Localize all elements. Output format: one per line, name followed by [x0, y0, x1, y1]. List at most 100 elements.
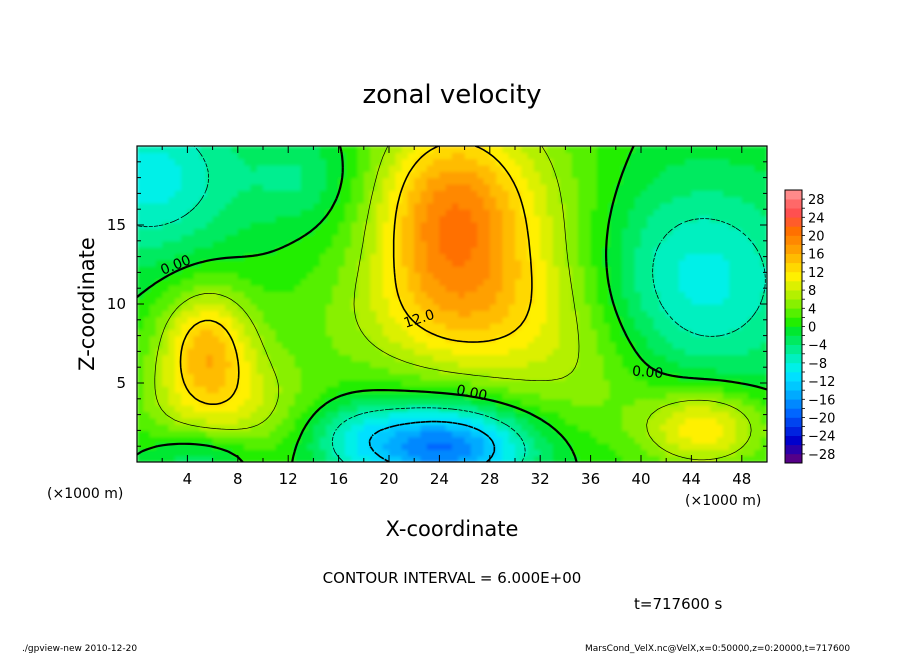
field-cell: [477, 221, 485, 229]
field-cell: [489, 405, 497, 413]
field-cell: [685, 266, 692, 273]
field-cell: [590, 354, 598, 362]
field-cell: [540, 424, 548, 431]
field-cell: [439, 190, 447, 198]
field-cell: [596, 348, 604, 356]
field-cell: [748, 171, 755, 179]
field-cell: [540, 430, 548, 438]
field-cell: [263, 259, 270, 267]
field-cell: [307, 354, 314, 362]
field-cell: [155, 310, 163, 318]
field-cell: [300, 329, 308, 337]
field-cell: [225, 443, 233, 450]
field-cell: [319, 329, 327, 337]
field-cell: [489, 221, 497, 229]
field-cell: [559, 417, 566, 425]
field-cell: [508, 348, 516, 356]
field-cell: [666, 398, 674, 406]
field-cell: [155, 354, 163, 362]
field-cell: [458, 449, 466, 457]
field-cell: [716, 304, 724, 311]
field-cell: [496, 209, 503, 217]
field-cell: [628, 348, 636, 356]
field-cell: [401, 329, 409, 337]
field-cell: [319, 285, 327, 292]
field-cell: [754, 455, 762, 462]
field-cell: [622, 348, 629, 356]
field-cell: [439, 354, 447, 362]
field-cell: [508, 196, 516, 204]
field-cell: [760, 417, 767, 425]
field-cell: [596, 430, 604, 438]
field-cell: [420, 253, 428, 261]
field-cell: [244, 164, 251, 172]
field-cell: [200, 430, 207, 438]
field-cell: [672, 152, 680, 160]
field-cell: [382, 379, 390, 387]
field-cell: [407, 443, 415, 450]
field-cell: [559, 297, 566, 305]
field-cell: [622, 285, 629, 292]
field-cell: [622, 183, 629, 191]
field-cell: [515, 316, 522, 324]
field-cell: [704, 341, 711, 349]
field-cell: [704, 430, 711, 438]
field-cell: [338, 215, 346, 223]
field-cell: [376, 285, 384, 292]
field-cell: [559, 234, 566, 242]
field-cell: [206, 272, 214, 280]
field-cell: [193, 215, 201, 223]
field-cell: [603, 405, 611, 413]
field-cell: [263, 221, 270, 229]
field-cell: [634, 240, 642, 248]
field-cell: [187, 272, 195, 280]
field-cell: [275, 158, 283, 166]
field-cell: [244, 272, 251, 280]
field-cell: [357, 164, 365, 172]
field-cell: [395, 398, 403, 406]
field-cell: [332, 228, 340, 236]
field-cell: [508, 183, 516, 191]
field-cell: [615, 411, 623, 419]
field-cell: [319, 424, 327, 431]
field-cell: [578, 297, 585, 305]
field-cell: [445, 322, 453, 330]
field-cell: [622, 240, 629, 248]
field-cell: [685, 202, 692, 210]
field-cell: [515, 202, 522, 210]
field-cell: [319, 316, 327, 324]
field-cell: [319, 240, 327, 248]
field-cell: [666, 285, 674, 292]
field-cell: [496, 177, 503, 185]
field-cell: [515, 436, 522, 444]
field-cell: [420, 354, 428, 362]
field-cell: [363, 164, 371, 172]
field-cell: [521, 348, 529, 356]
field-cell: [212, 221, 220, 229]
field-cell: [168, 247, 176, 255]
field-cell: [357, 310, 365, 318]
field-cell: [659, 171, 667, 179]
field-cell: [641, 329, 648, 337]
field-cell: [155, 228, 163, 236]
field-cell: [571, 341, 579, 349]
field-cell: [672, 405, 680, 413]
field-cell: [653, 329, 661, 337]
field-cell: [174, 146, 182, 153]
field-cell: [578, 436, 585, 444]
field-cell: [483, 297, 491, 305]
field-cell: [149, 367, 157, 375]
field-cell: [357, 373, 365, 381]
field-cell: [313, 360, 321, 368]
field-cell: [357, 304, 365, 311]
field-cell: [590, 335, 598, 343]
field-cell: [515, 297, 522, 305]
field-cell: [521, 253, 529, 261]
field-cell: [382, 228, 390, 236]
field-cell: [395, 316, 403, 324]
field-cell: [735, 278, 743, 286]
field-cell: [489, 398, 497, 406]
field-cell: [155, 146, 163, 153]
field-cell: [685, 228, 692, 236]
field-cell: [344, 253, 352, 261]
